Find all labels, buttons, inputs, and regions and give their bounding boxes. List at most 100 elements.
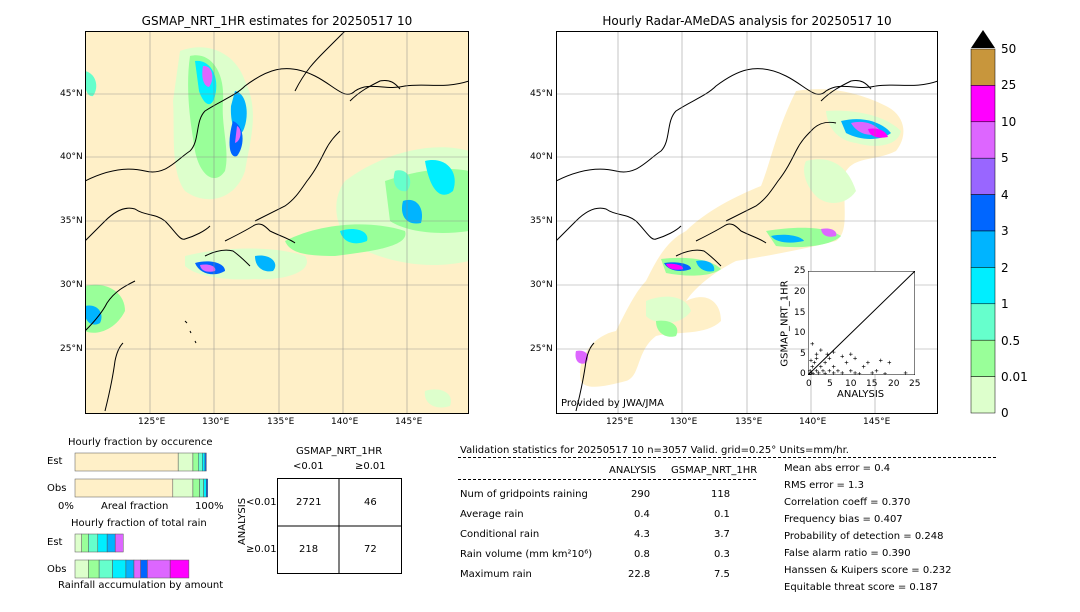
right-map-title: Hourly Radar-AMeDAS analysis for 2025051… bbox=[602, 14, 892, 28]
stacked-bar-segment bbox=[112, 559, 127, 579]
validation-row-analysis: 4.3 bbox=[634, 529, 650, 540]
contingency-title: GSMAP_NRT_1HR bbox=[296, 446, 383, 457]
stacked-bar-segment bbox=[147, 559, 171, 579]
stacked-bar-segment bbox=[74, 452, 179, 472]
lon-label: 125°E bbox=[606, 417, 634, 427]
total-rain-bars bbox=[74, 533, 190, 579]
scatter-ytick: 5 bbox=[800, 349, 806, 359]
scatter-ytick: 20 bbox=[794, 287, 806, 297]
stacked-bar-segment bbox=[204, 452, 207, 472]
scatter-point bbox=[849, 369, 853, 373]
scatter-point bbox=[816, 371, 821, 375]
scatter-ytick: 15 bbox=[794, 308, 806, 318]
stacked-bar-segment bbox=[140, 559, 148, 579]
validation-score: Equitable threat score = 0.187 bbox=[784, 582, 939, 593]
occurrence-axis-right: 100% bbox=[195, 501, 224, 512]
scatter-point bbox=[857, 371, 862, 375]
colorbar-label: 1 bbox=[1001, 297, 1009, 311]
scatter-xtick: 0 bbox=[806, 379, 812, 389]
colorbar-segment bbox=[970, 267, 996, 305]
scatter-point bbox=[836, 369, 840, 373]
scatter-point bbox=[853, 371, 857, 375]
colorbar-segment bbox=[970, 48, 996, 86]
lat-label: 35°N bbox=[60, 216, 83, 226]
lon-label: 135°E bbox=[267, 417, 295, 427]
scatter-point bbox=[812, 360, 817, 365]
scatter-point bbox=[827, 356, 832, 361]
total-rain-chart bbox=[74, 533, 190, 579]
contingency-row-header: ≥0.01 bbox=[246, 544, 277, 555]
contingency-row-header: <0.01 bbox=[246, 497, 277, 508]
validation-row-gsmap: 118 bbox=[711, 489, 731, 500]
colorbar-label: 25 bbox=[1001, 78, 1017, 92]
lon-label: 145°E bbox=[863, 417, 891, 427]
scatter-point bbox=[874, 369, 879, 373]
scatter-point bbox=[825, 352, 830, 356]
scatter-point bbox=[814, 369, 819, 373]
contingency-cell: 218 bbox=[299, 544, 319, 555]
total-rain-title: Hourly fraction of total rain bbox=[71, 518, 207, 529]
lon-label: 140°E bbox=[331, 417, 359, 427]
scatter-point bbox=[870, 371, 874, 375]
contingency-cell: 72 bbox=[364, 544, 377, 555]
stacked-bar-segment bbox=[88, 559, 100, 579]
validation-col-rule bbox=[458, 479, 756, 480]
scatter-point bbox=[811, 371, 815, 375]
left-map-title: GSMAP_NRT_1HR estimates for 20250517 10 bbox=[141, 14, 413, 28]
scatter-point bbox=[823, 371, 827, 375]
colorbar-segment bbox=[970, 303, 996, 341]
stacked-bar-segment bbox=[97, 533, 108, 553]
lat-label: 30°N bbox=[60, 280, 83, 290]
scatter-point bbox=[814, 356, 819, 361]
scatter-point bbox=[840, 354, 845, 359]
scatter-point bbox=[808, 372, 812, 375]
map-credit: Provided by JWA/JMA bbox=[561, 398, 664, 409]
lon-label: 130°E bbox=[670, 417, 698, 427]
stacked-bar-segment bbox=[74, 559, 89, 579]
validation-score: Mean abs error = 0.4 bbox=[784, 463, 891, 474]
total-rain-row-obs: Obs bbox=[47, 564, 67, 575]
left-map-frame bbox=[85, 31, 469, 414]
stacked-bar-segment bbox=[206, 478, 208, 498]
scatter-point bbox=[840, 371, 845, 375]
validation-score: RMS error = 1.3 bbox=[784, 480, 864, 491]
contingency-grid bbox=[277, 478, 402, 574]
validation-header-rule bbox=[458, 457, 996, 458]
stacked-bar-segment bbox=[192, 478, 200, 498]
scatter-xtick: 10 bbox=[845, 379, 857, 389]
lon-label: 125°E bbox=[138, 417, 166, 427]
scatter-point bbox=[819, 364, 823, 369]
occurrence-axis-mid: Areal fraction bbox=[101, 501, 169, 512]
scatter-point bbox=[861, 364, 866, 369]
scatter-point bbox=[809, 358, 813, 363]
scatter-xlabel: ANALYSIS bbox=[837, 389, 885, 400]
scatter-point bbox=[808, 369, 812, 373]
validation-col-gsmap: GSMAP_NRT_1HR bbox=[671, 465, 758, 476]
validation-row-gsmap: 3.7 bbox=[714, 529, 730, 540]
validation-row-label: Conditional rain bbox=[460, 529, 540, 540]
scatter-ytick: 25 bbox=[794, 266, 806, 276]
lon-label: 135°E bbox=[735, 417, 763, 427]
colorbar-label: 5 bbox=[1001, 151, 1009, 165]
scatter-point bbox=[831, 364, 836, 369]
scatter-ylabel: GSMAP_NRT_1HR bbox=[779, 280, 791, 367]
scatter-point bbox=[810, 342, 815, 346]
total-rain-row-est: Est bbox=[47, 537, 63, 548]
stacked-bar-segment bbox=[98, 559, 113, 579]
stacked-bar-segment bbox=[192, 452, 199, 472]
occurrence-axis-left: 0% bbox=[58, 501, 74, 512]
validation-score: Frequency bias = 0.407 bbox=[784, 514, 903, 525]
occurrence-bars bbox=[74, 452, 208, 498]
lat-label: 45°N bbox=[530, 89, 553, 99]
scatter-ytick: 10 bbox=[794, 328, 806, 338]
colorbar-label: 0.01 bbox=[1001, 370, 1028, 384]
scatter-point bbox=[821, 369, 825, 373]
scatter-point bbox=[844, 360, 849, 365]
scatter-points bbox=[808, 342, 908, 375]
scatter-ytick: 0 bbox=[800, 369, 806, 379]
lon-label: 130°E bbox=[202, 417, 230, 427]
scatter-xtick: 5 bbox=[827, 379, 833, 389]
colorbar-segment bbox=[970, 194, 996, 232]
scatter-point bbox=[831, 350, 836, 354]
validation-row-label: Rain volume (mm km²10⁶) bbox=[460, 549, 593, 560]
